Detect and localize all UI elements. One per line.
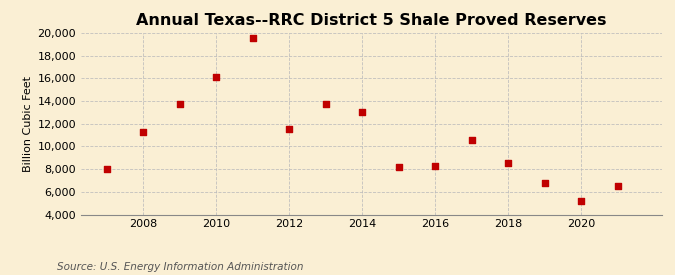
- Point: [284, 127, 294, 132]
- Title: Annual Texas--RRC District 5 Shale Proved Reserves: Annual Texas--RRC District 5 Shale Prove…: [136, 13, 607, 28]
- Point: [138, 130, 148, 134]
- Point: [612, 184, 623, 188]
- Point: [466, 138, 477, 142]
- Point: [539, 181, 550, 185]
- Point: [101, 167, 112, 171]
- Point: [430, 164, 441, 168]
- Point: [503, 161, 514, 166]
- Y-axis label: Billion Cubic Feet: Billion Cubic Feet: [24, 76, 33, 172]
- Point: [394, 165, 404, 169]
- Point: [320, 102, 331, 107]
- Point: [174, 102, 185, 107]
- Text: Source: U.S. Energy Information Administration: Source: U.S. Energy Information Administ…: [57, 262, 304, 272]
- Point: [211, 75, 221, 79]
- Point: [247, 35, 258, 40]
- Point: [356, 110, 367, 115]
- Point: [576, 199, 587, 203]
